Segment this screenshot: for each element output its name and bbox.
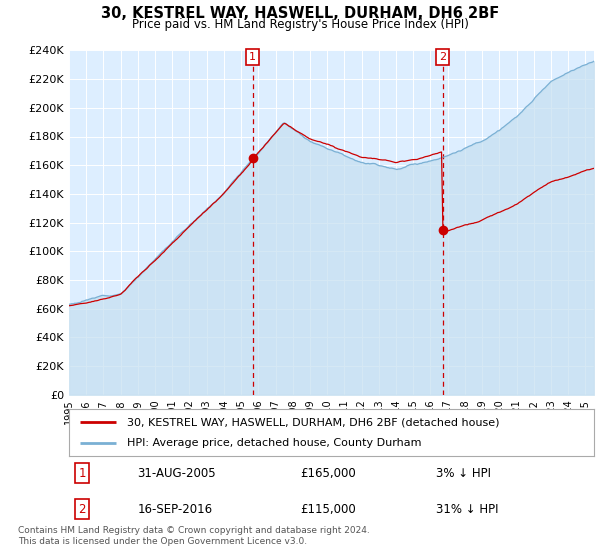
Text: £115,000: £115,000 [300, 503, 356, 516]
Text: Price paid vs. HM Land Registry's House Price Index (HPI): Price paid vs. HM Land Registry's House … [131, 18, 469, 31]
Text: 2: 2 [439, 52, 446, 62]
Text: 3% ↓ HPI: 3% ↓ HPI [437, 467, 491, 480]
Text: 1: 1 [79, 467, 86, 480]
Text: £165,000: £165,000 [300, 467, 356, 480]
Text: HPI: Average price, detached house, County Durham: HPI: Average price, detached house, Coun… [127, 438, 421, 448]
Text: 16-SEP-2016: 16-SEP-2016 [137, 503, 212, 516]
Text: 31% ↓ HPI: 31% ↓ HPI [437, 503, 499, 516]
Text: 1: 1 [249, 52, 256, 62]
Text: 2: 2 [79, 503, 86, 516]
Text: Contains HM Land Registry data © Crown copyright and database right 2024.
This d: Contains HM Land Registry data © Crown c… [18, 526, 370, 546]
Text: 31-AUG-2005: 31-AUG-2005 [137, 467, 216, 480]
Text: 30, KESTREL WAY, HASWELL, DURHAM, DH6 2BF: 30, KESTREL WAY, HASWELL, DURHAM, DH6 2B… [101, 6, 499, 21]
Text: 30, KESTREL WAY, HASWELL, DURHAM, DH6 2BF (detached house): 30, KESTREL WAY, HASWELL, DURHAM, DH6 2B… [127, 417, 499, 427]
